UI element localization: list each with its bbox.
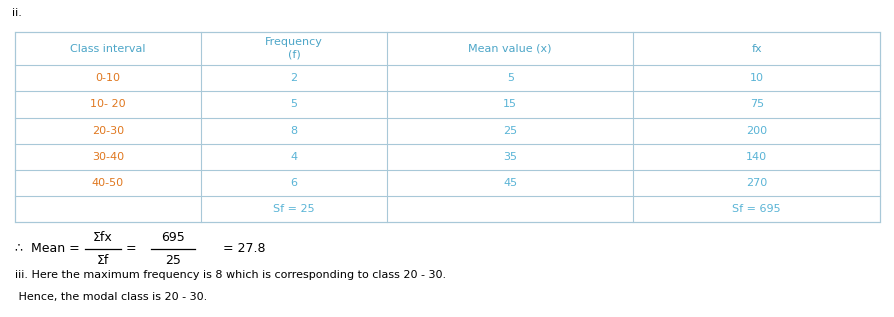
Text: 25: 25 bbox=[164, 254, 181, 267]
Text: 35: 35 bbox=[502, 152, 517, 162]
Text: 5: 5 bbox=[291, 100, 297, 109]
Text: 45: 45 bbox=[502, 178, 517, 188]
Text: ∴  Mean =: ∴ Mean = bbox=[15, 243, 84, 256]
Text: 8: 8 bbox=[290, 126, 297, 136]
Text: 0-10: 0-10 bbox=[96, 73, 121, 83]
Text: = 27.8: = 27.8 bbox=[223, 243, 266, 256]
Text: Sf = 695: Sf = 695 bbox=[731, 204, 780, 214]
Text: 6: 6 bbox=[291, 178, 297, 188]
Text: fx: fx bbox=[751, 44, 761, 54]
Text: 75: 75 bbox=[749, 100, 763, 109]
Text: 5: 5 bbox=[506, 73, 513, 83]
Text: Σfx: Σfx bbox=[93, 231, 113, 244]
Text: 4: 4 bbox=[290, 152, 297, 162]
Text: iii. Here the maximum frequency is 8 which is corresponding to class 20 - 30.: iii. Here the maximum frequency is 8 whi… bbox=[15, 270, 445, 280]
Text: Σf: Σf bbox=[97, 254, 109, 267]
Text: 695: 695 bbox=[161, 231, 185, 244]
Text: 40-50: 40-50 bbox=[92, 178, 124, 188]
Text: 10: 10 bbox=[749, 73, 763, 83]
Text: Sf = 25: Sf = 25 bbox=[273, 204, 315, 214]
Text: =: = bbox=[125, 243, 136, 256]
Text: 30-40: 30-40 bbox=[92, 152, 124, 162]
Text: Mean value (x): Mean value (x) bbox=[468, 44, 552, 54]
Text: 270: 270 bbox=[746, 178, 766, 188]
Text: 20-30: 20-30 bbox=[92, 126, 124, 136]
Text: ii.: ii. bbox=[12, 8, 21, 18]
Text: 15: 15 bbox=[502, 100, 517, 109]
Text: 2: 2 bbox=[290, 73, 297, 83]
Text: Frequency
(f): Frequency (f) bbox=[265, 37, 323, 60]
Text: Hence, the modal class is 20 - 30.: Hence, the modal class is 20 - 30. bbox=[15, 292, 207, 302]
Text: 25: 25 bbox=[502, 126, 517, 136]
Text: 140: 140 bbox=[746, 152, 766, 162]
Bar bbox=[15, 32, 879, 222]
Text: 10- 20: 10- 20 bbox=[90, 100, 126, 109]
Text: Class interval: Class interval bbox=[70, 44, 146, 54]
Text: 200: 200 bbox=[746, 126, 766, 136]
